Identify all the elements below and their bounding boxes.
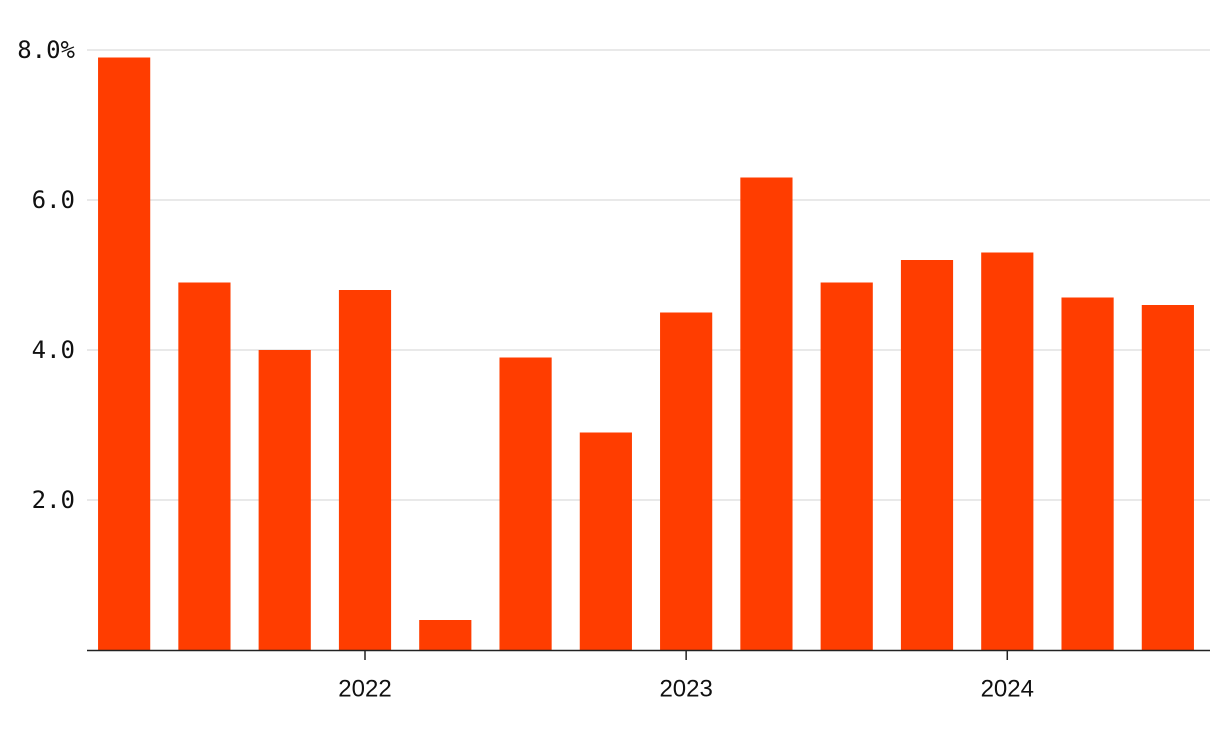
x-tick-label: 2022 <box>338 675 391 702</box>
bar <box>419 620 472 650</box>
y-tick-label: 6.0 <box>32 186 75 214</box>
y-tick-label: 8.0% <box>17 36 75 64</box>
bar <box>499 357 552 650</box>
bar <box>258 350 311 650</box>
x-tick-label: 2023 <box>659 675 712 702</box>
bar <box>338 290 392 650</box>
bar <box>1061 297 1114 650</box>
bar <box>579 432 632 650</box>
x-tick-label: 2024 <box>981 675 1034 702</box>
bar-layer <box>98 57 1194 650</box>
bar <box>820 282 873 650</box>
bar <box>98 57 151 650</box>
bar <box>1141 305 1194 650</box>
bar <box>900 260 954 650</box>
bar <box>740 177 793 650</box>
y-tick-label: 4.0 <box>32 336 75 364</box>
bar <box>178 282 231 650</box>
bar <box>660 312 713 650</box>
label-layer: 2.0 4.0 6.0 8.0% 2022 2023 2024 <box>17 36 1034 702</box>
grid-layer <box>87 49 1210 501</box>
y-tick-label: 2.0 <box>32 486 75 514</box>
bar <box>981 252 1034 650</box>
